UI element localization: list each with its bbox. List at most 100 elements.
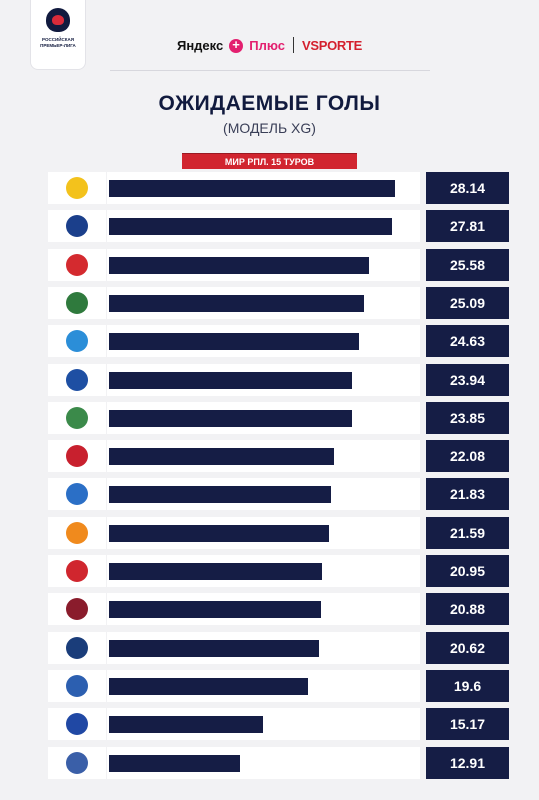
bar-akhmat (109, 410, 352, 427)
team-logo-box (48, 325, 106, 357)
fakel-crest-icon (66, 675, 88, 697)
bar-zenit (109, 333, 360, 350)
bar-sochi (109, 640, 319, 657)
team-logo-box (48, 249, 106, 281)
chart-row-ural: 21.59 (48, 517, 510, 549)
chart-title: ОЖИДАЕМЫЕ ГОЛЫ (158, 92, 381, 115)
chart-row-cska: 22.08 (48, 440, 510, 472)
lokomotiv-crest-icon (66, 254, 88, 276)
bar-lokomotiv (109, 257, 370, 274)
chart-row-lokomotiv: 25.58 (48, 249, 510, 281)
league-name: РОССИЙСКАЯ ПРЕМЬЕР-ЛИГА (40, 37, 76, 48)
bar-fakel (109, 678, 309, 695)
team-logo-box (48, 440, 106, 472)
chart-subtitle: (МОДЕЛЬ XG) (223, 120, 316, 136)
bar-track (107, 287, 420, 319)
pari-nn-crest-icon (66, 713, 88, 735)
chart-row-fakel: 19.6 (48, 670, 510, 702)
baltika-crest-icon (66, 752, 88, 774)
chart-row-akhmat: 23.85 (48, 402, 510, 434)
sponsor-divider (292, 37, 294, 53)
bar-track (107, 402, 420, 434)
team-logo-box (48, 555, 106, 587)
bar-krasnodar (109, 295, 365, 312)
team-logo-box (48, 287, 106, 319)
bar-dynamo-moscow (109, 218, 392, 235)
dynamo-moscow-crest-icon (66, 215, 88, 237)
value-label-rostov: 28.14 (426, 172, 509, 204)
team-logo-box (48, 670, 106, 702)
chart-row-spartak: 20.95 (48, 555, 510, 587)
value-label-fakel: 19.6 (426, 670, 509, 702)
chart-row-zenit: 24.63 (48, 325, 510, 357)
chart-row-rostov: 28.14 (48, 172, 510, 204)
period-tag: МИР РПЛ. 15 ТУРОВ (182, 153, 357, 169)
bar-track (107, 325, 420, 357)
value-label-krylia-sovetov: 23.94 (426, 364, 509, 396)
bar-pari-nn (109, 716, 264, 733)
team-logo-box (48, 402, 106, 434)
team-logo-box (48, 632, 106, 664)
plus-icon (229, 37, 244, 53)
ural-crest-icon (66, 522, 88, 544)
chart-row-dynamo-moscow: 27.81 (48, 210, 510, 242)
value-label-ural: 21.59 (426, 517, 509, 549)
bar-spartak (109, 563, 323, 580)
rostov-crest-icon (66, 177, 88, 199)
bar-track (107, 632, 420, 664)
bar-rubin (109, 601, 322, 618)
bar-baltika (109, 755, 241, 772)
chart-row-krasnodar: 25.09 (48, 287, 510, 319)
team-logo-box (48, 478, 106, 510)
plus-label: Плюс (249, 37, 285, 53)
bar-krylia-sovetov (109, 372, 353, 389)
krylia-sovetov-crest-icon (66, 369, 88, 391)
chart-row-baltika: 12.91 (48, 747, 510, 779)
yandex-label: Яндекс (176, 37, 224, 53)
team-logo-box (48, 364, 106, 396)
bar-track (107, 517, 420, 549)
bar-track (107, 440, 420, 472)
team-logo-box (48, 747, 106, 779)
chart-row-rubin: 20.88 (48, 593, 510, 625)
chart-row-pari-nn: 15.17 (48, 708, 510, 740)
value-label-sochi: 20.62 (426, 632, 509, 664)
value-label-cska: 22.08 (426, 440, 509, 472)
value-label-spartak: 20.95 (426, 555, 509, 587)
bar-orenburg (109, 486, 331, 503)
value-label-rubin: 20.88 (426, 593, 509, 625)
team-logo-box (48, 708, 106, 740)
rubin-crest-icon (66, 598, 88, 620)
bar-track (107, 210, 420, 242)
value-label-zenit: 24.63 (426, 325, 509, 357)
value-label-lokomotiv: 25.58 (426, 249, 509, 281)
bar-track (107, 249, 420, 281)
bar-track (107, 555, 420, 587)
krasnodar-crest-icon (66, 292, 88, 314)
bar-ural (109, 525, 329, 542)
team-logo-box (48, 517, 106, 549)
team-logo-box (48, 172, 106, 204)
bar-rostov (109, 180, 396, 197)
chart-row-krylia-sovetov: 23.94 (48, 364, 510, 396)
chart-row-orenburg: 21.83 (48, 478, 510, 510)
value-label-krasnodar: 25.09 (426, 287, 509, 319)
league-badge: РОССИЙСКАЯ ПРЕМЬЕР-ЛИГА (30, 0, 86, 70)
zenit-crest-icon (66, 330, 88, 352)
value-label-pari-nn: 15.17 (426, 708, 509, 740)
akhmat-crest-icon (66, 407, 88, 429)
spartak-crest-icon (66, 560, 88, 582)
cska-crest-icon (66, 445, 88, 467)
sponsor-bar: Яндекс Плюс VSPORTE (0, 35, 539, 55)
value-label-dynamo-moscow: 27.81 (426, 210, 509, 242)
bar-track (107, 364, 420, 396)
bar-track (107, 593, 420, 625)
bar-cska (109, 448, 334, 465)
bar-track (107, 708, 420, 740)
value-label-akhmat: 23.85 (426, 402, 509, 434)
bar-track (107, 172, 420, 204)
chart-row-sochi: 20.62 (48, 632, 510, 664)
bar-track (107, 670, 420, 702)
vsporte-logo: VSPORTE (301, 37, 363, 53)
